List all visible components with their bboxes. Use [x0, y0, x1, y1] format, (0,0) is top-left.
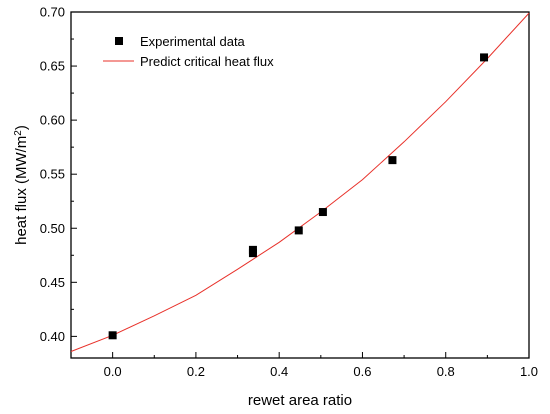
- x-tick-label: 0.6: [353, 364, 371, 379]
- legend: Experimental data Predict critical heat …: [103, 34, 274, 69]
- y-axis-title-tail: ): [13, 125, 30, 130]
- data-point: [388, 156, 397, 165]
- x-tick-label: 0.8: [437, 364, 455, 379]
- y-axis-title: heat flux (MW/m2): [13, 125, 31, 245]
- data-point: [108, 331, 117, 340]
- x-tick-label: 0.2: [187, 364, 205, 379]
- y-tick-label: 0.50: [40, 221, 65, 236]
- y-tick-label: 0.60: [40, 113, 65, 128]
- y-tick-label: 0.55: [40, 167, 65, 182]
- y-tick-label: 0.45: [40, 275, 65, 290]
- x-tick-label: 1.0: [520, 364, 538, 379]
- legend-marker-experimental: [115, 37, 123, 45]
- y-axis-ticks: 0.40 0.45 0.50 0.55 0.60 0.65 0.70: [40, 5, 77, 344]
- data-point: [248, 249, 257, 258]
- plot-area: [70, 12, 530, 352]
- legend-label-prediction: Predict critical heat flux: [140, 54, 274, 69]
- plot-frame: [70, 11, 530, 359]
- data-point: [480, 53, 489, 62]
- x-tick-label: 0.4: [270, 364, 288, 379]
- data-point: [318, 208, 327, 217]
- x-axis-ticks: 0.0 0.2 0.4 0.6 0.8 1.0: [70, 352, 538, 379]
- y-axis-title-superscript: 2: [13, 130, 24, 136]
- y-tick-label: 0.40: [40, 329, 65, 344]
- legend-label-experimental: Experimental data: [140, 34, 246, 49]
- y-tick-label: 0.70: [40, 5, 65, 20]
- data-point: [294, 226, 303, 235]
- x-tick-label: 0.0: [104, 364, 122, 379]
- x-axis-title: rewet area ratio: [248, 392, 352, 409]
- y-axis-title-main: heat flux (MW/m: [13, 136, 30, 245]
- y-tick-label: 0.65: [40, 59, 65, 74]
